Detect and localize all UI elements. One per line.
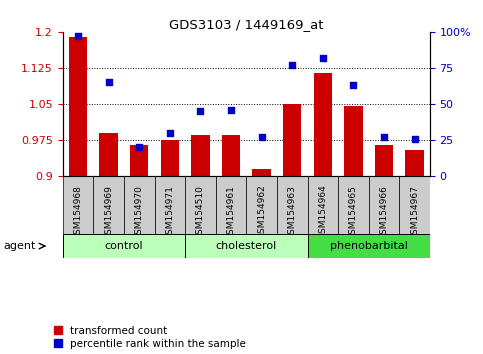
Bar: [369, 176, 399, 234]
Bar: [277, 176, 308, 234]
Text: GSM154961: GSM154961: [227, 185, 236, 240]
Text: GSM154969: GSM154969: [104, 185, 113, 240]
Text: GSM154970: GSM154970: [135, 185, 144, 240]
Bar: [338, 176, 369, 234]
Bar: [283, 104, 301, 176]
Text: GSM154510: GSM154510: [196, 185, 205, 240]
Bar: [63, 234, 185, 258]
Point: [227, 107, 235, 113]
Point: [350, 82, 357, 88]
Text: phenobarbital: phenobarbital: [330, 241, 408, 251]
Point: [135, 144, 143, 150]
Text: cholesterol: cholesterol: [216, 241, 277, 251]
Bar: [191, 135, 210, 176]
Point: [197, 108, 204, 114]
Bar: [63, 176, 93, 234]
Bar: [69, 37, 87, 176]
Bar: [344, 106, 363, 176]
Point: [105, 80, 113, 85]
Text: GSM154971: GSM154971: [165, 185, 174, 240]
Bar: [313, 73, 332, 176]
Bar: [405, 150, 424, 176]
Bar: [185, 176, 216, 234]
Point: [411, 136, 418, 141]
Bar: [308, 176, 338, 234]
Text: GSM154965: GSM154965: [349, 185, 358, 240]
Bar: [124, 176, 155, 234]
Bar: [130, 145, 148, 176]
Bar: [216, 176, 246, 234]
Point: [319, 55, 327, 61]
Text: GSM154962: GSM154962: [257, 185, 266, 239]
Bar: [246, 176, 277, 234]
Bar: [161, 140, 179, 176]
Bar: [93, 176, 124, 234]
Text: GSM154964: GSM154964: [318, 185, 327, 239]
Bar: [155, 176, 185, 234]
Point: [74, 33, 82, 39]
Text: GSM154966: GSM154966: [380, 185, 388, 240]
Point: [288, 62, 296, 68]
Point: [166, 130, 174, 136]
Title: GDS3103 / 1449169_at: GDS3103 / 1449169_at: [169, 18, 324, 31]
Bar: [99, 133, 118, 176]
Bar: [185, 234, 308, 258]
Text: GSM154963: GSM154963: [288, 185, 297, 240]
Bar: [399, 176, 430, 234]
Point: [380, 134, 388, 140]
Text: agent: agent: [3, 241, 35, 251]
Bar: [308, 234, 430, 258]
Bar: [253, 169, 271, 176]
Text: GSM154967: GSM154967: [410, 185, 419, 240]
Point: [258, 134, 266, 140]
Text: control: control: [105, 241, 143, 251]
Legend: transformed count, percentile rank within the sample: transformed count, percentile rank withi…: [54, 326, 246, 349]
Bar: [375, 145, 393, 176]
Text: GSM154968: GSM154968: [73, 185, 83, 240]
Bar: [222, 135, 240, 176]
